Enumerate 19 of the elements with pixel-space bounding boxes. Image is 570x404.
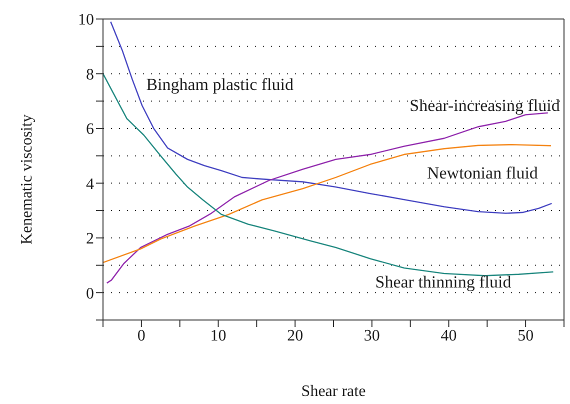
y-axis-title: Kenematic viscosity: [18, 114, 36, 244]
series-label: Shear-increasing fluid: [410, 96, 560, 115]
y-tick-label: 6: [86, 121, 94, 138]
x-tick-label: 50: [518, 327, 534, 344]
y-tick-label: 10: [78, 12, 94, 29]
x-tick-label: 0: [137, 327, 146, 344]
y-tick-label: 2: [86, 230, 94, 248]
series-label: Shear thinning fluid: [375, 272, 512, 292]
x-axis-title: Shear rate: [301, 383, 366, 400]
x-tick-label: 10: [210, 327, 226, 344]
x-tick-label: 20: [287, 327, 304, 344]
y-tick-label: 0: [86, 285, 94, 302]
series-label: Bingham plastic fluid: [146, 75, 294, 94]
x-tick-label: 40: [440, 327, 457, 344]
y-tick-label: 8: [86, 66, 94, 84]
y-tick-label: 4: [86, 176, 94, 193]
line-series: [103, 144, 552, 264]
series-label: Newtonian fluid: [426, 164, 538, 183]
x-tick-label: 30: [364, 327, 380, 344]
